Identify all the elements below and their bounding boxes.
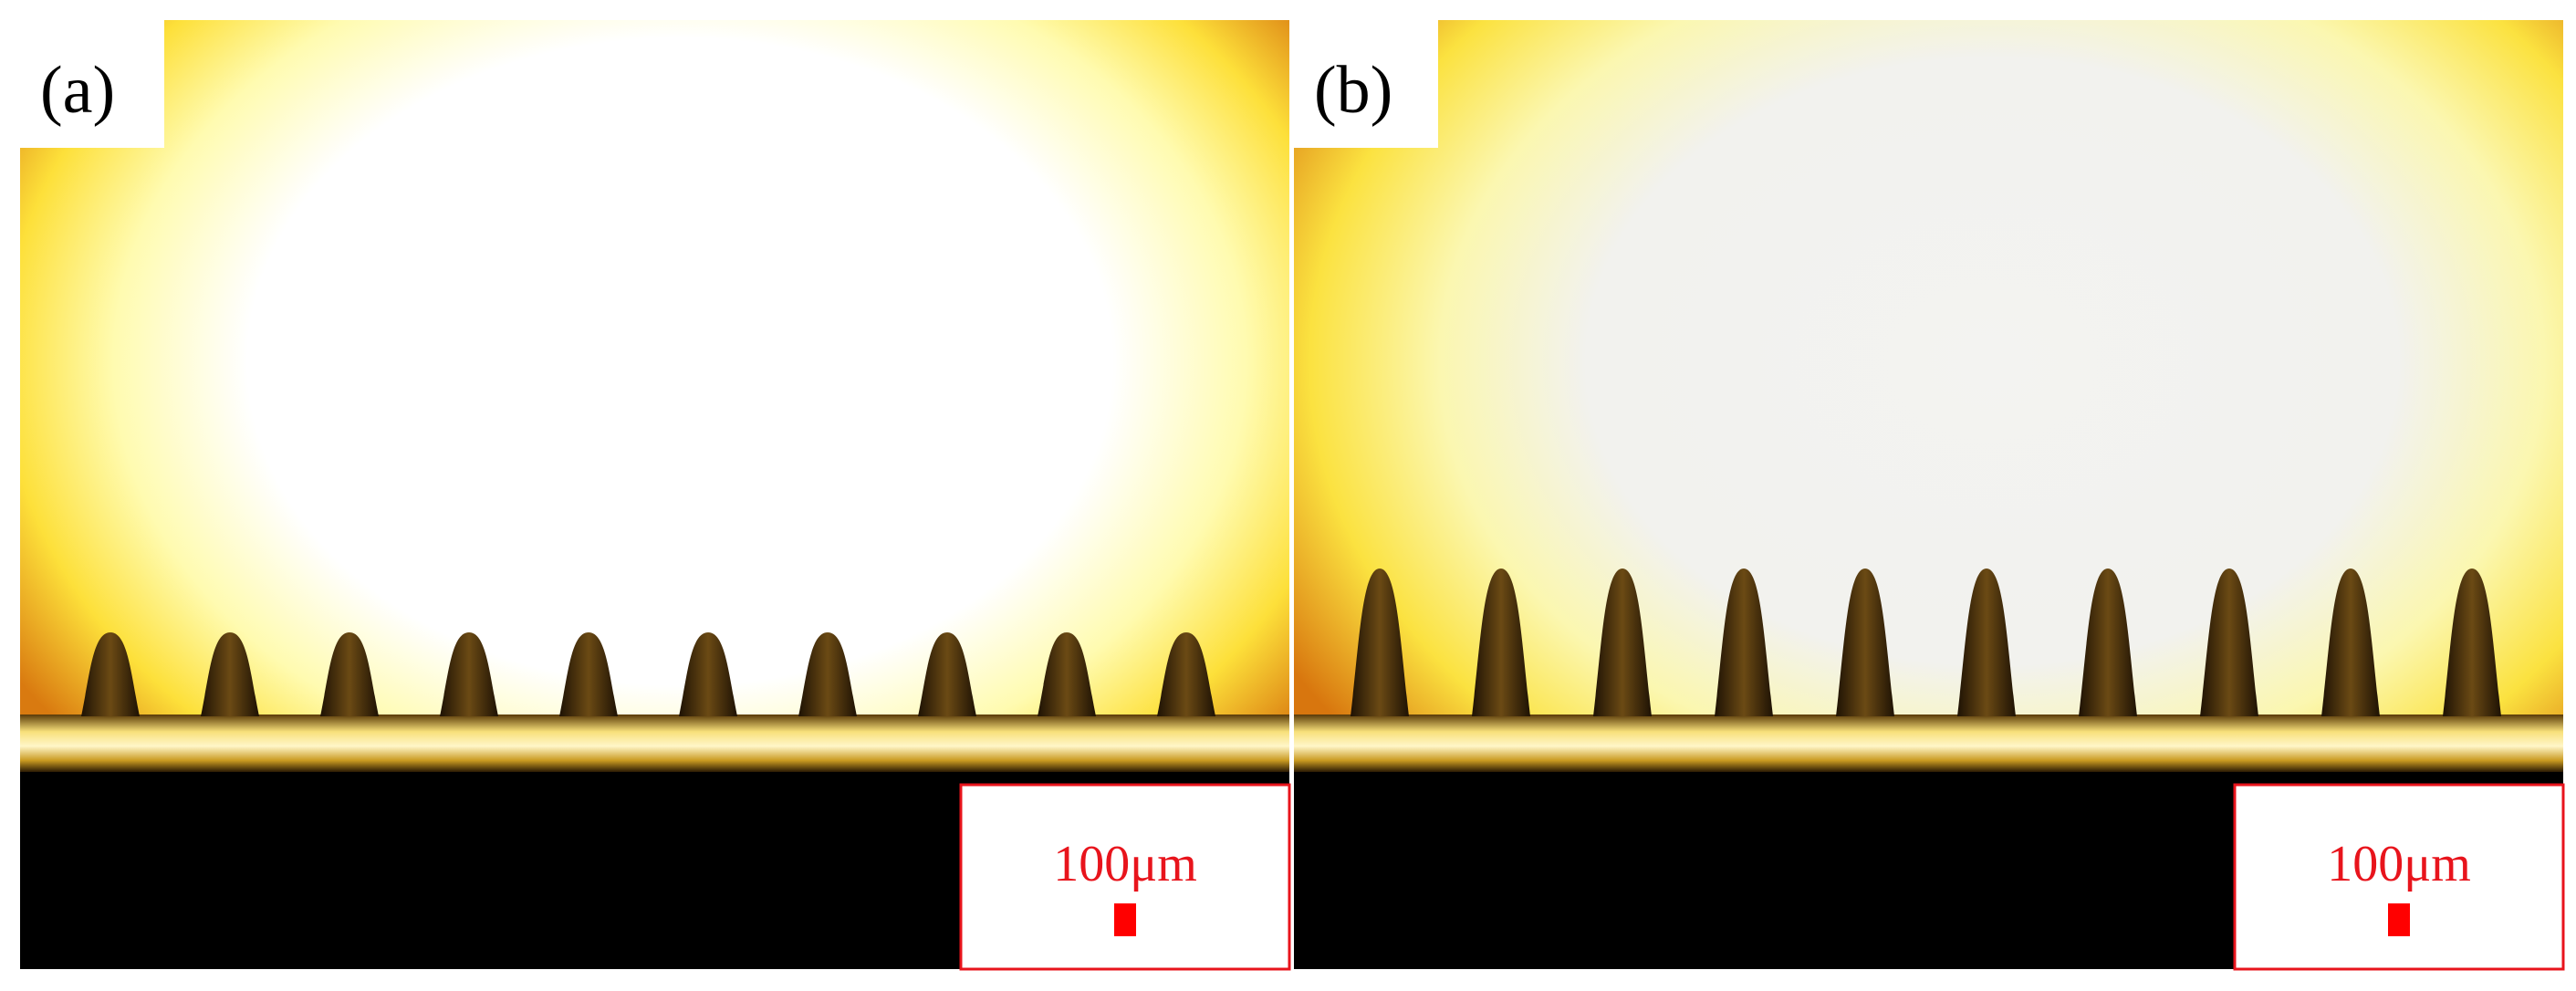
scale-label: 100μm [2327,836,2471,892]
label-box [1294,20,1438,148]
microneedle [1472,569,1530,716]
scale-label: 100μm [1053,836,1197,892]
microneedle [798,632,857,716]
panel-label: (a) [40,53,115,128]
microneedle [679,632,737,716]
microneedle [2200,569,2258,716]
microneedle [1593,569,1652,716]
microneedle [918,632,976,716]
microneedle [559,632,618,716]
scale-bar [1114,903,1136,936]
panel-label: (b) [1314,53,1392,128]
microneedle [2321,569,2380,716]
microneedle [1715,569,1773,716]
microneedle [1957,569,2016,716]
microneedle [1157,632,1215,716]
microneedle [440,632,498,716]
microneedle [201,632,259,716]
substrate [20,715,1289,772]
microneedle [2443,569,2501,716]
microneedle [1038,632,1096,716]
scale-box [959,783,1291,971]
scale-bar [2388,903,2410,936]
microneedle [81,632,140,716]
microneedle [1836,569,1894,716]
panel: (a) 100μm [20,20,1291,971]
scale-box [2233,783,2565,971]
substrate [1294,715,2563,772]
label-box [20,20,164,148]
microneedle [320,632,379,716]
panel: (b) 100μm [1294,20,2565,971]
microneedle [2079,569,2137,716]
microneedle [1351,569,1409,716]
